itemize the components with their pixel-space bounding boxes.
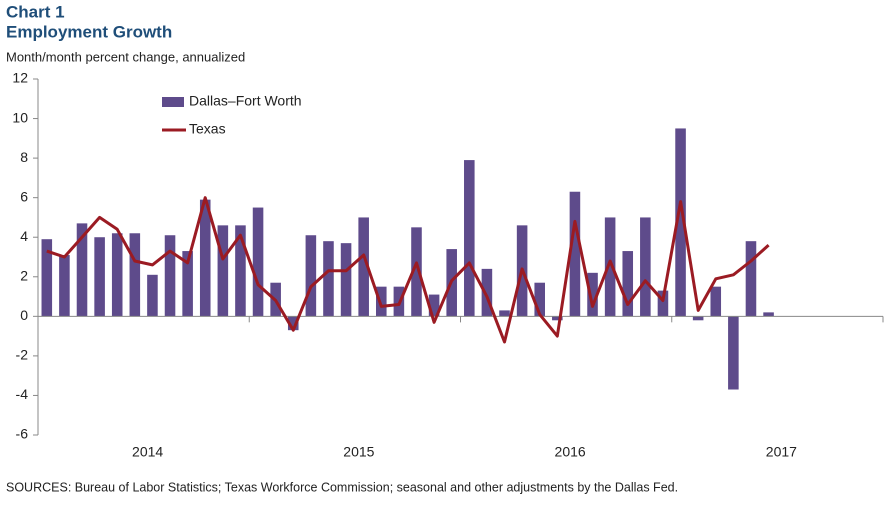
y-tick-label: 2 <box>20 267 28 283</box>
bar <box>464 160 475 317</box>
bar <box>199 199 211 317</box>
y-tick-label: -6 <box>16 426 29 442</box>
bar <box>692 316 704 321</box>
chart-subtitle: Employment Growth <box>6 22 172 41</box>
bar <box>323 241 334 317</box>
x-tick-label: 2015 <box>343 444 374 460</box>
bar <box>675 128 686 317</box>
bar <box>640 217 651 317</box>
bar <box>252 207 264 317</box>
bar <box>358 217 369 317</box>
bar <box>164 235 176 317</box>
y-tick-label: -2 <box>16 347 29 363</box>
bar <box>569 191 581 317</box>
y-tick-label: -4 <box>16 386 29 402</box>
bar <box>587 272 598 317</box>
bar <box>129 233 141 317</box>
y-tick-label: 12 <box>12 70 28 86</box>
bar <box>305 235 317 317</box>
bar <box>147 274 158 317</box>
bar <box>745 241 757 317</box>
x-tick-label: 2016 <box>555 444 586 460</box>
y-tick-label: 4 <box>20 228 28 244</box>
source-note: SOURCES: Bureau of Labor Statistics; Tex… <box>6 480 678 494</box>
legend-label: Texas <box>189 121 226 137</box>
x-tick-label: 2014 <box>132 444 163 460</box>
bar <box>182 251 193 317</box>
bar <box>710 286 722 317</box>
legend-label: Dallas–Fort Worth <box>189 93 302 109</box>
bar <box>111 233 123 317</box>
bar <box>534 282 545 317</box>
bar <box>481 268 493 317</box>
bar <box>657 290 669 317</box>
bar <box>411 227 422 317</box>
bar <box>552 316 563 321</box>
bar <box>428 294 440 317</box>
chart-title: Chart 1 <box>6 2 65 21</box>
bar <box>622 251 634 317</box>
y-tick-label: 8 <box>20 149 28 165</box>
y-tick-label: 10 <box>12 109 28 125</box>
y-tick-label: 6 <box>20 188 28 204</box>
legend-swatch <box>162 97 184 107</box>
bar <box>376 286 387 317</box>
bar <box>604 217 616 317</box>
line <box>46 196 770 344</box>
bar <box>76 223 88 317</box>
bar <box>728 316 739 390</box>
bar <box>94 237 105 317</box>
y-axis-label: Month/month percent change, annualized <box>6 49 245 64</box>
bar <box>287 316 299 331</box>
bar <box>499 310 510 317</box>
x-tick-label: 2017 <box>766 444 797 460</box>
bar <box>763 312 774 317</box>
bar <box>340 243 352 317</box>
bar <box>217 225 229 317</box>
bar <box>41 239 53 317</box>
y-tick-label: 0 <box>20 307 28 323</box>
bar <box>59 255 70 317</box>
bar <box>235 225 246 317</box>
